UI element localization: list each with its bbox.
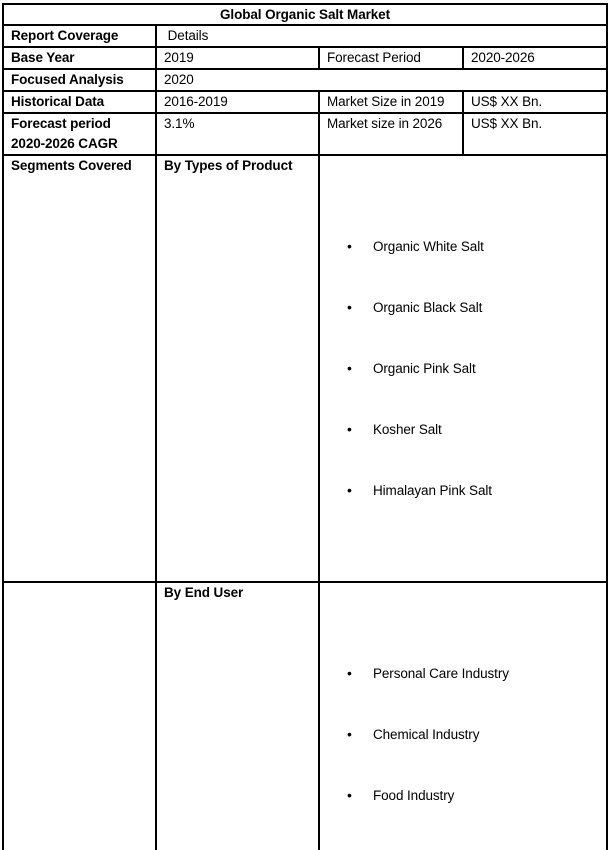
list-item-label: Others bbox=[373, 847, 417, 850]
forecast-cagr-label: Forecast period 2020-2026 CAGR bbox=[2, 112, 157, 156]
historical-data-label: Historical Data bbox=[2, 90, 157, 114]
list-item-label: Organic White Salt bbox=[373, 239, 484, 254]
list-item-label: Personal Care Industry bbox=[373, 666, 509, 681]
bullet-icon bbox=[347, 297, 373, 318]
segments-covered-label: Segments Covered bbox=[2, 154, 157, 583]
base-year-value: 2019 bbox=[155, 46, 320, 70]
list-item-label: Food Industry bbox=[373, 788, 455, 803]
list-item-label: Kosher Salt bbox=[373, 422, 442, 437]
segment-group-types-label: By Types of Product bbox=[155, 154, 320, 583]
bullet-icon bbox=[347, 419, 373, 440]
segment-group-enduser-label: By End User bbox=[155, 581, 320, 850]
list-item: Food Industry bbox=[327, 785, 599, 806]
bullet-icon bbox=[347, 358, 373, 379]
report-coverage-value: Details bbox=[154, 24, 608, 48]
market-size-2026-label: Market size in 2026 bbox=[318, 112, 464, 156]
list-item-label: Himalayan Pink Salt bbox=[373, 483, 492, 498]
market-size-2026-value: US$ XX Bn. bbox=[461, 112, 608, 156]
segment-group-types-items: Organic White Salt Organic Black Salt Or… bbox=[317, 154, 608, 583]
types-of-product-list: Organic White Salt Organic Black Salt Or… bbox=[327, 196, 599, 541]
focused-analysis-value: 2020 bbox=[154, 68, 608, 92]
report-coverage-table: Global Organic Salt Market Report Covera… bbox=[1, 3, 608, 850]
report-coverage-label: Report Coverage bbox=[2, 24, 157, 48]
market-size-2019-value: US$ XX Bn. bbox=[461, 90, 608, 114]
list-item: Kosher Salt bbox=[327, 419, 599, 440]
list-item: Personal Care Industry bbox=[327, 663, 599, 684]
list-item: Chemical Industry bbox=[327, 724, 599, 745]
bullet-icon bbox=[347, 846, 373, 850]
forecast-period-label: Forecast Period bbox=[318, 46, 464, 70]
market-size-2019-label: Market Size in 2019 bbox=[318, 90, 464, 114]
focused-analysis-label: Focused Analysis bbox=[2, 68, 157, 92]
list-item: Himalayan Pink Salt bbox=[327, 480, 599, 501]
bullet-icon bbox=[347, 663, 373, 684]
forecast-cagr-value: 3.1% bbox=[155, 112, 320, 156]
bullet-icon bbox=[347, 785, 373, 806]
bullet-icon bbox=[347, 724, 373, 745]
list-item: Organic Black Salt bbox=[327, 297, 599, 318]
list-item: Organic White Salt bbox=[327, 236, 599, 257]
table-title: Global Organic Salt Market bbox=[1, 3, 608, 26]
list-item-label: Organic Black Salt bbox=[373, 300, 483, 315]
bullet-icon bbox=[347, 236, 373, 257]
base-year-label: Base Year bbox=[2, 46, 157, 70]
historical-data-value: 2016-2019 bbox=[155, 90, 320, 114]
list-item: Others bbox=[327, 846, 599, 850]
segments-covered-empty-cell bbox=[2, 581, 157, 850]
list-item-label: Organic Pink Salt bbox=[373, 361, 476, 376]
bullet-icon bbox=[347, 480, 373, 501]
forecast-period-value: 2020-2026 bbox=[461, 46, 608, 70]
list-item-label: Chemical Industry bbox=[373, 727, 480, 742]
segment-group-enduser-items: Personal Care Industry Chemical Industry… bbox=[317, 581, 608, 850]
list-item: Organic Pink Salt bbox=[327, 358, 599, 379]
end-user-list: Personal Care Industry Chemical Industry… bbox=[327, 623, 599, 850]
